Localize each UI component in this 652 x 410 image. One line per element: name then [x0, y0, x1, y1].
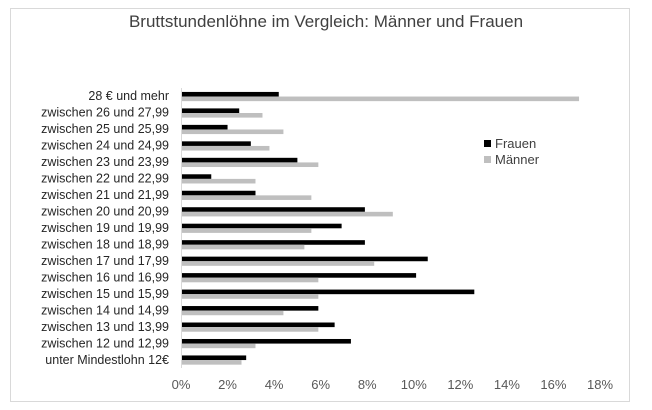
x-tick-label: 16% — [540, 377, 566, 392]
category-label: zwischen 12 und 12,99 — [41, 336, 169, 350]
bar-frauen — [181, 273, 417, 278]
bar-maenner — [181, 228, 312, 233]
category-label: zwischen 15 und 15,99 — [41, 287, 169, 301]
bar-maenner — [181, 211, 393, 217]
legend-label: Männer — [495, 152, 540, 167]
y-axis-labels: 28 € und mehr zwischen 26 und 27,99 zwisch… — [41, 89, 169, 367]
bar-frauen — [181, 174, 212, 179]
category-label: zwischen 25 und 25,99 — [41, 122, 169, 136]
x-tick-label: 14% — [494, 377, 520, 392]
bar-frauen — [181, 306, 319, 311]
x-tick-label: 12% — [447, 377, 473, 392]
legend-label: Frauen — [495, 136, 536, 151]
category-label: zwischen 22 und 22,99 — [41, 172, 169, 186]
bars-group — [181, 91, 580, 365]
chart-frame — [10, 8, 630, 402]
bar-maenner — [181, 244, 305, 250]
bar-frauen — [181, 141, 251, 146]
bar-maenner — [181, 277, 319, 283]
bar-frauen — [181, 223, 342, 229]
bar-maenner — [181, 162, 319, 168]
category-label: zwischen 19 und 19,99 — [41, 221, 169, 235]
category-label: zwischen 17 und 17,99 — [41, 254, 169, 268]
bar-maenner — [181, 145, 270, 151]
bar-maenner — [181, 113, 263, 118]
x-tick-label: 0% — [172, 377, 191, 392]
x-tick-label: 6% — [311, 377, 330, 392]
bar-maenner — [181, 360, 242, 365]
x-tick-label: 8% — [358, 377, 377, 392]
bar-maenner — [181, 327, 319, 332]
category-label: zwischen 14 und 14,99 — [41, 303, 169, 317]
bar-frauen — [181, 157, 298, 163]
category-label: unter Mindestlohn 12€ — [45, 353, 169, 367]
bar-frauen — [181, 355, 247, 361]
category-label: zwischen 16 und 16,99 — [41, 270, 169, 284]
bar-frauen — [181, 190, 256, 196]
x-tick-label: 10% — [401, 377, 427, 392]
bar-frauen — [181, 338, 351, 344]
x-tick-label: 18% — [587, 377, 613, 392]
bar-frauen — [181, 108, 240, 114]
bar-frauen — [181, 289, 475, 295]
category-label: zwischen 23 und 23,99 — [41, 155, 169, 169]
category-label: zwischen 18 und 18,99 — [41, 237, 169, 251]
bar-frauen — [181, 207, 365, 212]
bar-frauen — [181, 256, 428, 262]
bar-maenner — [181, 96, 580, 102]
category-label: zwischen 20 und 20,99 — [41, 205, 169, 219]
x-tick-label: 4% — [265, 377, 284, 392]
bar-maenner — [181, 343, 256, 349]
bar-maenner — [181, 261, 375, 266]
bar-maenner — [181, 178, 256, 184]
legend-swatch — [484, 156, 491, 163]
bar-maenner — [181, 195, 312, 200]
category-label: zwischen 26 und 27,99 — [41, 106, 169, 120]
bar-frauen — [181, 240, 365, 245]
category-label: zwischen 13 und 13,99 — [41, 320, 169, 334]
bar-maenner — [181, 129, 284, 135]
x-tick-label: 2% — [218, 377, 237, 392]
bar-frauen — [181, 124, 228, 130]
legend-swatch — [484, 140, 491, 147]
bar-frauen — [181, 91, 279, 97]
category-label: zwischen 21 und 21,99 — [41, 188, 169, 202]
chart-title: Bruttstundenlöhne im Vergleich: Männer u… — [128, 12, 524, 31]
category-label: 28 € und mehr — [88, 89, 169, 103]
bar-maenner — [181, 294, 319, 299]
bar-frauen — [181, 322, 335, 328]
bar-maenner — [181, 310, 284, 316]
x-axis-ticks: 0% 2% 4% 6% 8% 10% 12% 14% 16% 18% — [172, 377, 614, 392]
category-label: zwischen 24 und 24,99 — [41, 139, 169, 153]
